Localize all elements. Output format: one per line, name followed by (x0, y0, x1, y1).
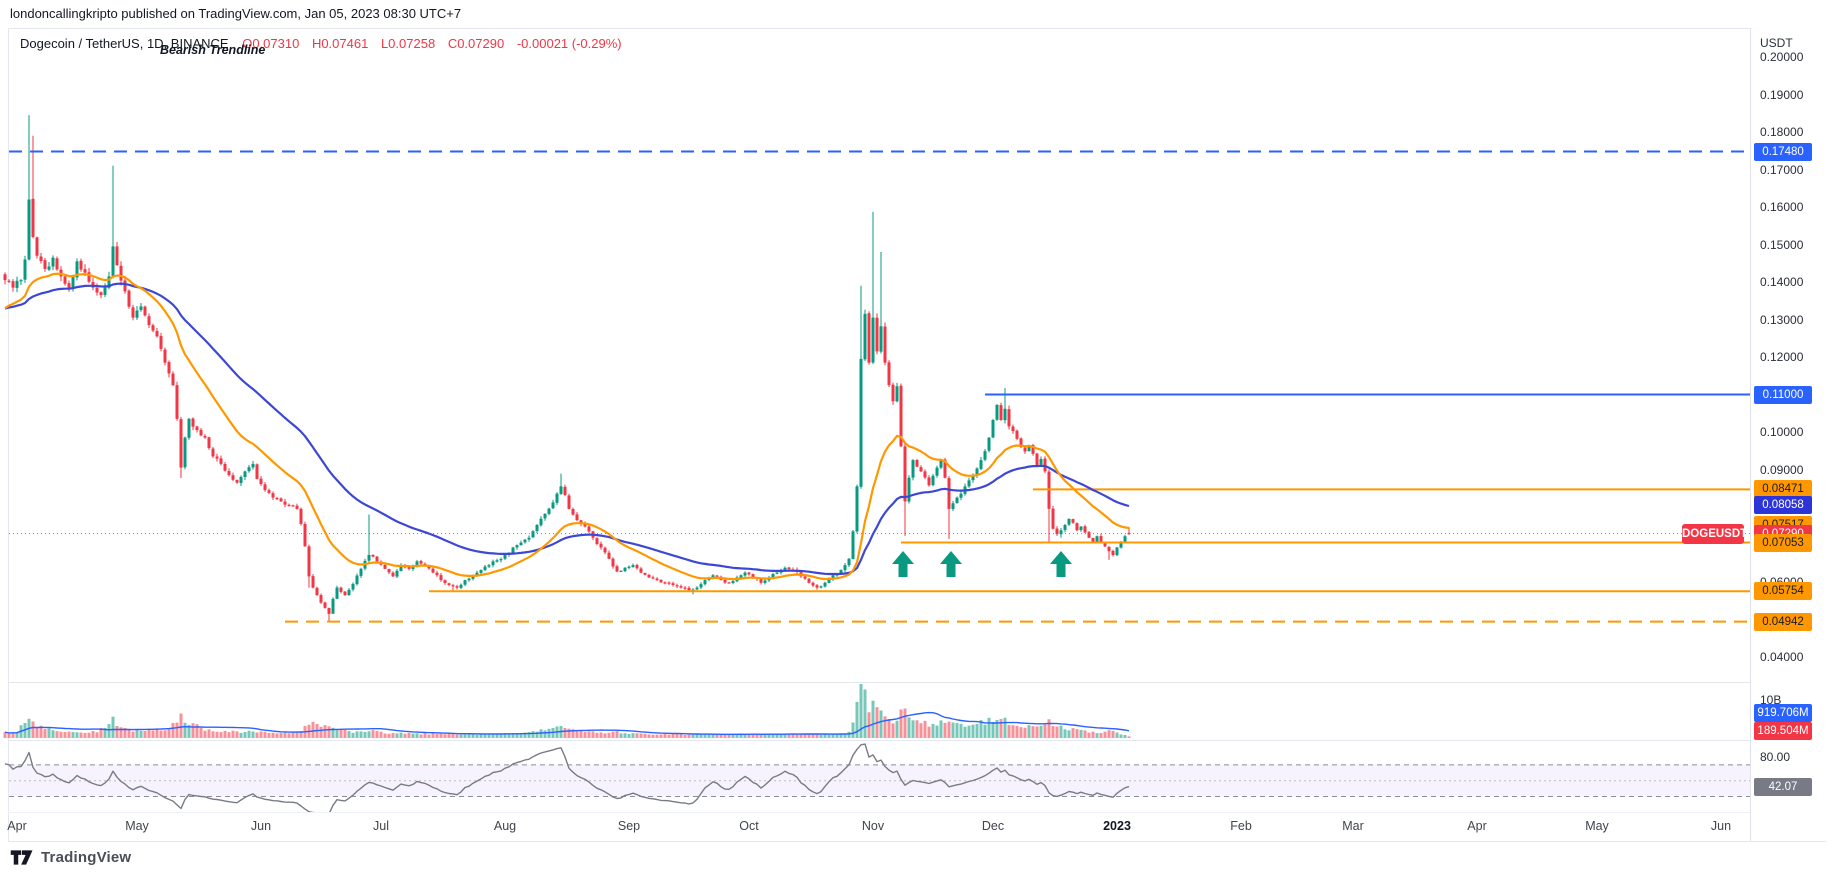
price-label-0.17480: 0.17480 (1754, 142, 1812, 161)
buy-signal-arrows[interactable] (892, 551, 1072, 577)
volume-label-919.706M: 919.706M (1754, 704, 1812, 722)
price-label-0.05754: 0.05754 (1754, 582, 1812, 601)
time-label-Apr: Apr (7, 819, 27, 833)
volume-bars[interactable] (3, 684, 1131, 738)
frame-bottom-border (8, 841, 1826, 842)
volume-tick: 10B (1760, 693, 1782, 707)
up-arrow-marker[interactable] (940, 551, 962, 577)
attribution-bar: londoncallingkripto published on Trading… (0, 0, 1834, 28)
bearish-trendline-label[interactable]: Bearish Trendline (160, 43, 266, 57)
up-arrow-marker[interactable] (1050, 551, 1072, 577)
price-tick-0.04000: 0.04000 (1760, 650, 1804, 664)
ema50-line[interactable] (4, 282, 1130, 576)
price-tick-0.13000: 0.13000 (1760, 312, 1804, 327)
price-label-0.11000: 0.11000 (1754, 385, 1812, 404)
price-tick-0.17000: 0.17000 (1760, 162, 1804, 177)
price-label-0.08058: 0.08058 (1754, 495, 1812, 514)
frame-left-border (8, 28, 9, 841)
price-label-0.04942: 0.04942 (1754, 612, 1812, 631)
volume-label-189.504M: 189.504M (1754, 722, 1812, 740)
volume-ma-line[interactable] (4, 711, 1130, 736)
rsi-value-label: 42.07 (1754, 778, 1812, 796)
time-label-May: May (125, 819, 149, 833)
price-tick-0.18000: 0.18000 (1760, 125, 1804, 139)
candlestick-series[interactable] (3, 115, 1131, 622)
time-label-Jun: Jun (1710, 819, 1732, 833)
price-axis-panel[interactable]: USDT 0.20000 0.19000 0.18000 0.17000 0.16000… (1750, 28, 1827, 841)
horizontal-ray-drawings[interactable] (9, 150, 1750, 623)
legend-symbol-title[interactable]: Dogecoin / TetherUS, 1D, BINANCE (20, 36, 229, 51)
rsi-line[interactable] (4, 743, 1130, 812)
price-axis-unit: USDT (1760, 36, 1793, 50)
rsi-tick: 80.00 (1760, 750, 1791, 764)
rsi-timeaxis-divider (8, 812, 1826, 813)
up-arrow-marker[interactable] (892, 551, 914, 577)
legend-close-value: C0.07290 (447, 36, 505, 51)
frame-top-border (8, 28, 1826, 29)
time-label-2023: 2023 (1103, 819, 1131, 833)
price-volume-pane-divider (8, 682, 1826, 683)
price-tick-0.14000: 0.14000 (1760, 275, 1804, 289)
price-tick-0.19000: 0.19000 (1760, 87, 1804, 102)
price-pane-canvas[interactable] (0, 0, 1750, 682)
attribution-text: londoncallingkripto published on Trading… (10, 6, 462, 21)
time-label-Sep: Sep (617, 819, 641, 833)
legend-low-value: L0.07258 (380, 36, 436, 51)
price-tick-0.20000: 0.20000 (1760, 50, 1804, 64)
volume-rsi-pane-divider (8, 740, 1826, 741)
time-label-Apr: Apr (1467, 819, 1487, 833)
volume-pane-canvas[interactable] (0, 682, 1750, 740)
time-label-Aug: Aug (493, 819, 517, 833)
price-tick-0.10000: 0.10000 (1760, 425, 1804, 439)
tradingview-brand-text: TradingView (41, 848, 132, 866)
legend-high-value: H0.07461 (311, 36, 369, 51)
price-tick-0.09000: 0.09000 (1760, 462, 1804, 477)
price-tick-0.16000: 0.16000 (1760, 200, 1804, 214)
time-label-Dec: Dec (981, 819, 1005, 833)
time-axis-panel[interactable]: Apr May Jun Jul Aug Sep Oct Nov Dec 2023 Feb Mar Apr… (7, 812, 1750, 841)
price-tick-0.15000: 0.15000 (1760, 237, 1804, 252)
time-label-Jul: Jul (373, 819, 389, 833)
price-label-0.08471: 0.08471 (1754, 480, 1812, 499)
legend-change-value: -0.00021 (-0.29%) (516, 36, 622, 51)
tradingview-logo-icon (10, 849, 33, 865)
symbol-legend: Dogecoin / TetherUS, 1D, BINANCE O0.0731… (20, 36, 631, 51)
symbol-price-tag: DOGEUSDT (1682, 523, 1747, 544)
time-label-Oct: Oct (739, 819, 759, 833)
ema20-line[interactable] (4, 272, 1130, 581)
rsi-pane-canvas[interactable] (0, 740, 1750, 812)
time-label-May: May (1585, 819, 1609, 833)
time-label-Nov: Nov (861, 819, 885, 833)
time-label-Mar: Mar (1342, 819, 1364, 833)
footer-branding[interactable]: TradingView (10, 845, 131, 869)
time-label-Feb: Feb (1230, 819, 1252, 833)
legend-open-value: O0.07310 (242, 36, 300, 51)
time-label-Jun: Jun (250, 819, 272, 833)
price-label-0.07053: 0.07053 (1754, 533, 1812, 552)
price-tick-0.12000: 0.12000 (1760, 350, 1804, 364)
